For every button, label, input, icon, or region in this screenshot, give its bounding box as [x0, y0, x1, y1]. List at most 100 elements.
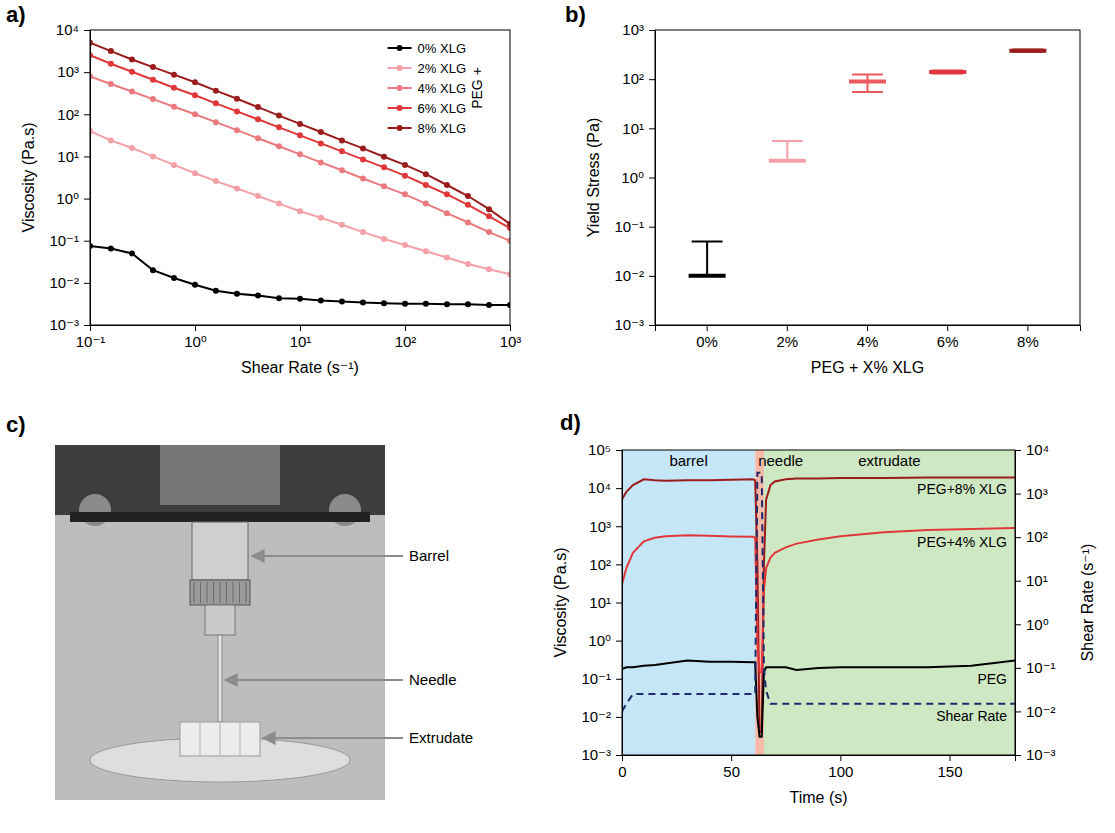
tick-label: 10¹	[290, 333, 312, 350]
point	[444, 210, 450, 216]
series-label: PEG+8% XLG	[917, 481, 1007, 497]
point	[444, 182, 450, 188]
axis-line	[91, 326, 511, 332]
photo-part	[218, 635, 222, 722]
value-bar	[929, 70, 966, 74]
point	[423, 301, 429, 307]
point	[150, 64, 156, 70]
tick: 10³	[622, 21, 655, 38]
tick-label: 10⁻²	[1026, 703, 1056, 720]
error-bar	[692, 241, 723, 275]
point	[171, 85, 177, 91]
point	[381, 164, 387, 170]
tick: 10⁻¹	[1015, 659, 1056, 676]
tick-mark	[616, 755, 622, 756]
point	[192, 111, 198, 117]
plot-area	[689, 50, 1047, 276]
axis-line	[616, 451, 623, 756]
photo-part	[220, 582, 221, 603]
tick-label: 10⁴	[56, 21, 79, 38]
tick-label: 10⁻²	[581, 708, 611, 725]
tick: 150	[937, 755, 962, 780]
point	[381, 236, 387, 242]
point	[192, 92, 198, 98]
tick-label: 10³	[622, 21, 644, 38]
point	[255, 116, 261, 122]
tick: 2%	[776, 325, 798, 350]
tick: 10⁴	[588, 479, 622, 496]
tick-mark	[649, 128, 655, 129]
tick-label: 10⁻³	[1026, 746, 1056, 763]
point	[108, 137, 114, 143]
point	[213, 100, 219, 106]
tick-label: 10⁻²	[49, 274, 79, 291]
tick: 10⁻²	[1015, 703, 1056, 720]
point	[360, 145, 366, 151]
tick-label: 10⁻³	[581, 746, 611, 763]
tick: 10²	[395, 325, 417, 350]
point	[486, 302, 492, 308]
tick-mark	[1015, 755, 1021, 756]
panel: 10⁻¹10⁰10¹10²10³10⁻³10⁻²10⁻¹10⁰10¹10²10³…	[6, 2, 521, 376]
series-label: PEG	[977, 671, 1007, 687]
panel: BarrelNeedleExtrudatec)	[6, 412, 473, 800]
photo-part	[190, 580, 250, 605]
photo-part	[233, 582, 234, 603]
tick-label: 10⁻¹	[76, 333, 106, 350]
tick-label: 100	[828, 763, 853, 780]
point	[402, 242, 408, 248]
point	[402, 301, 408, 307]
tick-mark	[405, 325, 406, 331]
photo-part	[200, 582, 201, 603]
tick-mark	[840, 755, 841, 761]
tick: 10⁻³	[49, 316, 90, 333]
point	[465, 220, 471, 226]
tick: 10⁴	[56, 21, 90, 38]
plot-frame	[622, 450, 1015, 755]
point	[129, 89, 135, 95]
tick-label: 150	[937, 763, 962, 780]
tick: 10²	[57, 106, 90, 123]
tick: 10¹	[57, 148, 90, 165]
photo-part	[70, 512, 370, 522]
tick-mark	[616, 564, 622, 565]
point	[150, 77, 156, 83]
point	[150, 153, 156, 159]
tick: 10⁻¹	[76, 325, 106, 350]
tick: 10¹	[290, 325, 312, 350]
tick-label: 0	[618, 763, 626, 780]
region-label: extrudate	[858, 452, 921, 469]
tick: 10⁻²	[49, 274, 90, 291]
point	[486, 229, 492, 235]
figure: 10⁻¹10⁰10¹10²10³10⁻³10⁻²10⁻¹10⁰10¹10²10³…	[0, 0, 1115, 833]
tick: 10⁻³	[614, 316, 655, 333]
tick-mark	[1015, 581, 1021, 582]
tick: 10¹	[1015, 572, 1048, 589]
point	[486, 206, 492, 212]
panel-letter: a)	[6, 2, 26, 27]
legend-label: 0% XLG	[418, 41, 466, 56]
tick: 10²	[1015, 528, 1048, 545]
tick-label: 10⁻³	[49, 316, 79, 333]
tick-mark	[787, 325, 788, 331]
point	[402, 191, 408, 197]
tick-label: 10⁴	[588, 479, 611, 496]
point	[150, 267, 156, 273]
tick: 10⁻¹	[49, 232, 90, 249]
point	[171, 275, 177, 281]
legend-swatch	[397, 65, 403, 71]
tick-label: 10³	[57, 63, 79, 80]
tick: 10²	[622, 70, 655, 87]
annotation-arrow	[225, 679, 403, 681]
annotation: Barrel	[409, 547, 449, 564]
region	[622, 450, 755, 755]
point	[129, 250, 135, 256]
region	[764, 450, 1015, 755]
photo-part	[180, 722, 260, 756]
axis-title: Shear Rate (s⁻¹)	[1079, 544, 1096, 662]
annotation: Extrudate	[409, 729, 473, 746]
point	[276, 143, 282, 149]
point	[360, 156, 366, 162]
point	[465, 193, 471, 199]
tick-label: 10⁰	[56, 190, 79, 207]
